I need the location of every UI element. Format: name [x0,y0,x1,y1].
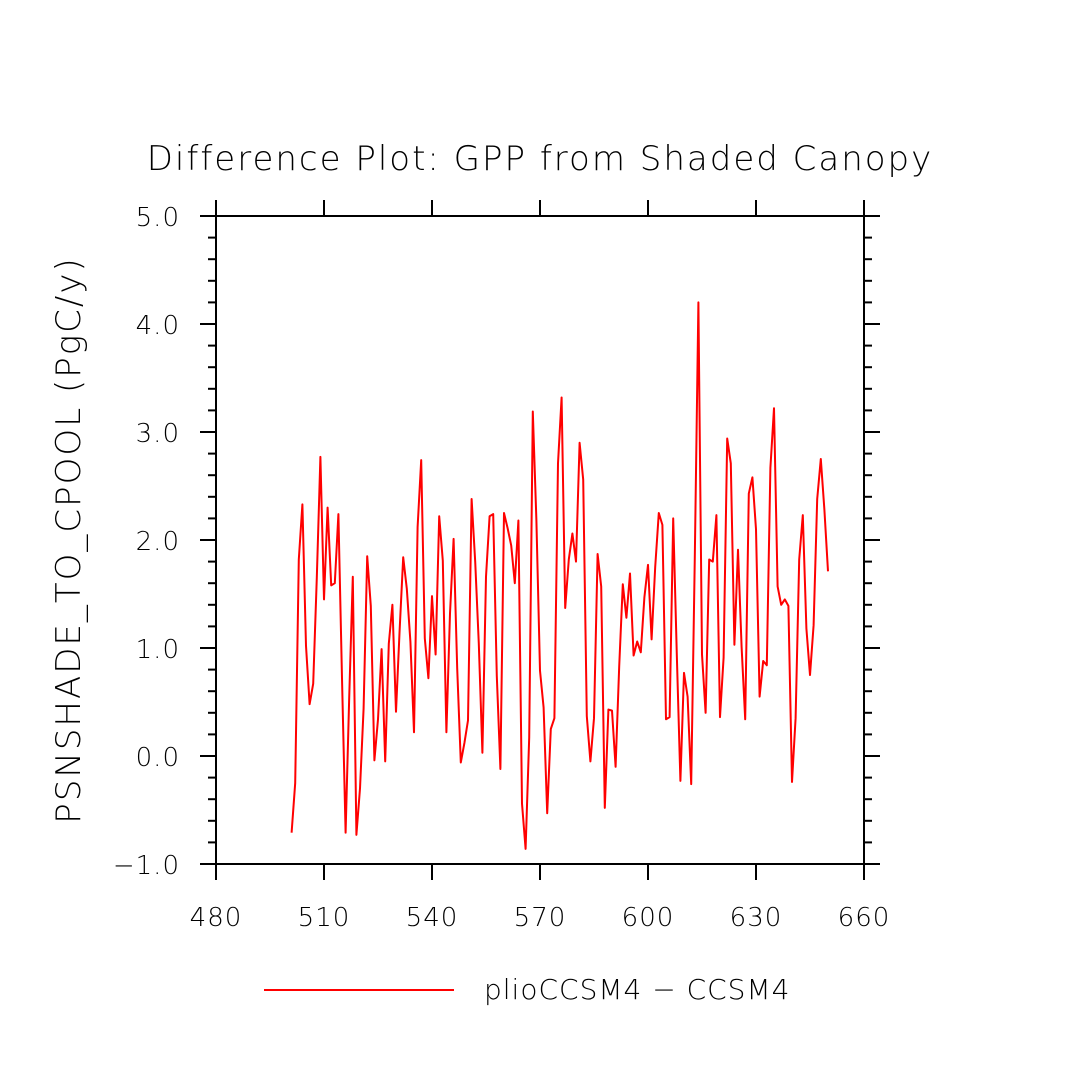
y-tick-label: −1.0 [113,851,180,881]
x-tick-label: 540 [406,903,459,933]
x-tick-label: 600 [622,903,675,933]
x-tick-label: 510 [298,903,351,933]
y-tick-label: 4.0 [136,311,180,341]
axis-ticks [200,200,880,880]
y-tick-label: 3.0 [136,419,180,449]
chart-title: Difference Plot: GPP from Shaded Canopy [147,139,934,179]
axis-tick-labels: 480 510 540 570 600 630 660 −1.0 0.0 1.0 2.0 3.0 4.0… [113,203,891,933]
y-tick-label: 2.0 [136,527,180,557]
plot-frame [215,215,865,865]
y-axis-label: PSNSHADE_TO_CPOOL (PgC/y) [49,256,89,823]
y-tick-label: 5.0 [136,203,180,233]
series-line-pliocsm4-minus-ccsm4 [290,301,829,850]
y-tick-label: 0.0 [136,743,180,773]
legend: plioCCSM4 − CCSM4 [264,973,790,1006]
x-tick-label: 660 [838,903,891,933]
y-tick-label: 1.0 [136,635,180,665]
x-tick-label: 480 [190,903,243,933]
x-tick-label: 570 [514,903,567,933]
legend-label: plioCCSM4 − CCSM4 [484,973,790,1006]
x-tick-label: 630 [730,903,783,933]
